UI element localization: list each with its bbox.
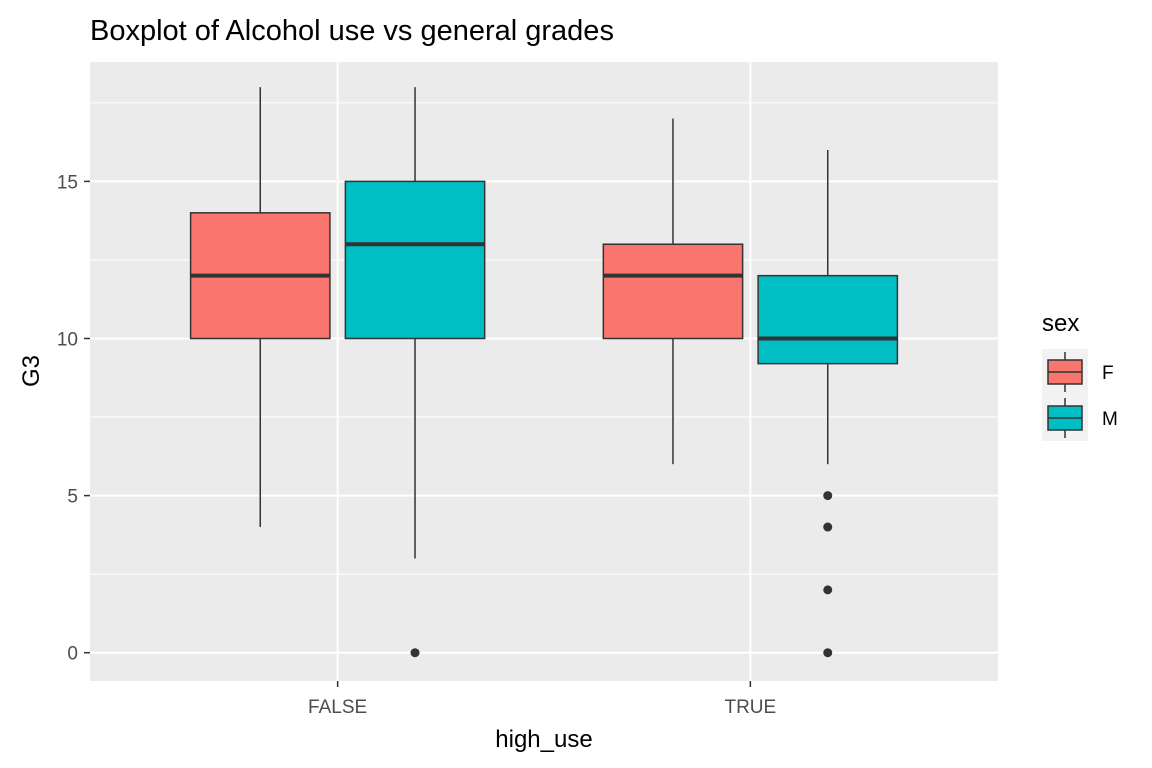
legend-label: F [1102,363,1114,384]
x-axis-title: high_use [495,726,592,753]
boxplot-M-FALSE [344,87,486,658]
boxplot-F-TRUE [602,118,744,465]
y-axis: 0 5 10 15 [57,172,90,665]
chart-title: Boxplot of Alcohol use vs general grades [90,15,614,47]
outlier-point [823,648,833,658]
legend-label: M [1102,409,1118,430]
boxplot-F-FALSE [189,87,331,528]
box [602,243,744,340]
boxplot-M-TRUE [757,149,899,658]
y-axis-title: G3 [18,355,45,387]
x-tick-label: TRUE [724,697,776,718]
legend-item-M: M [1047,398,1118,438]
plot-panel [90,62,998,681]
x-tick-label: FALSE [308,697,367,718]
y-tick-label: 0 [67,644,78,665]
outlier-point [823,585,833,595]
y-tick-label: 10 [57,330,78,351]
legend-item-F: F [1047,352,1114,392]
outlier-point [823,522,833,532]
outlier-point [823,491,833,501]
outlier-point [410,648,420,658]
x-axis: FALSE TRUE [308,681,776,718]
legend-title: sex [1042,310,1079,337]
y-tick-label: 15 [57,172,78,193]
panel-background [90,62,998,681]
y-tick-label: 5 [67,487,78,508]
box [757,274,899,365]
box [344,180,486,340]
legend: sex F M [1042,310,1118,441]
